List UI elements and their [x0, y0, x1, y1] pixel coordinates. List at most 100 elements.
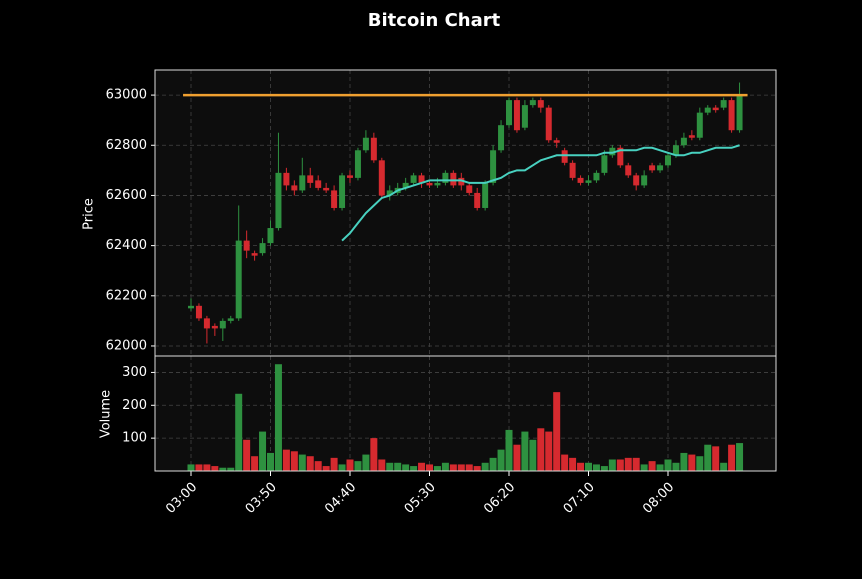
y-tick-label: 200: [122, 398, 147, 413]
volume-axis-label: Volume: [99, 390, 114, 438]
candle-body: [219, 320, 226, 329]
volume-bar: [402, 464, 410, 471]
volume-bar: [529, 439, 537, 471]
volume-bar: [386, 462, 394, 471]
volume-bar: [513, 444, 521, 471]
candle-body: [267, 228, 274, 244]
candle-body: [378, 160, 385, 196]
volume-bar: [457, 464, 465, 471]
candle-body: [442, 172, 449, 183]
candle-body: [370, 137, 377, 161]
volume-bar: [521, 431, 529, 471]
volume-bar: [481, 462, 489, 471]
volume-bar: [362, 454, 370, 471]
candle-body: [235, 240, 242, 319]
candle-body: [331, 190, 338, 208]
y-tick-label: 62600: [106, 188, 147, 203]
candle-body: [466, 185, 473, 193]
volume-bar: [465, 464, 473, 471]
candle-body: [283, 172, 290, 186]
candle-body: [513, 100, 520, 131]
candle-body: [601, 155, 608, 173]
candle-body: [402, 182, 409, 188]
candle-body: [323, 187, 330, 191]
volume-bar: [410, 466, 418, 471]
volume-bar: [441, 462, 449, 471]
volume-bar: [338, 464, 346, 471]
volume-bar: [664, 459, 672, 471]
candle-body: [315, 180, 322, 188]
volume-bar: [426, 464, 433, 471]
candle-body: [275, 172, 282, 229]
candle-body: [482, 182, 489, 208]
candle-body: [577, 177, 584, 183]
volume-bar: [680, 452, 688, 471]
volume-bar: [298, 454, 306, 471]
candle-body: [712, 107, 719, 111]
y-tick-label: 63000: [106, 88, 147, 103]
volume-bar: [378, 459, 386, 471]
volume-frame: [154, 355, 777, 472]
volume-bar: [497, 449, 505, 471]
candle-body: [243, 240, 250, 251]
candle-body: [609, 147, 616, 156]
volume-bar: [656, 464, 664, 471]
candle-body: [299, 175, 306, 191]
candle-body: [434, 182, 441, 186]
volume-bar: [640, 464, 648, 471]
volume-bar: [473, 466, 481, 471]
candle-body: [728, 100, 735, 131]
volume-bar: [720, 462, 728, 471]
volume-bar: [569, 457, 577, 471]
volume-bar: [489, 457, 497, 471]
volume-bar: [577, 462, 585, 471]
volume-bar: [354, 461, 362, 471]
volume-bar: [736, 443, 744, 471]
volume-bar: [545, 431, 553, 471]
volume-bar: [632, 457, 640, 471]
volume-bar: [187, 464, 195, 471]
price-panel: [155, 70, 776, 356]
volume-panel: [155, 356, 776, 471]
candle-body: [672, 145, 679, 156]
volume-bar: [282, 449, 290, 471]
candle-body: [736, 95, 743, 131]
candle-body: [529, 100, 536, 106]
volume-bar: [267, 452, 274, 471]
candle-body: [625, 165, 632, 176]
volume-bar: [704, 444, 712, 471]
candle-body: [418, 175, 425, 183]
candle-body: [617, 147, 624, 166]
candle-body: [649, 165, 656, 171]
volume-bar: [243, 439, 251, 471]
volume-bar: [394, 462, 402, 471]
candle-body: [251, 253, 258, 256]
volume-bar: [370, 438, 378, 471]
candle-body: [688, 135, 695, 138]
candle-body: [227, 318, 234, 321]
candle-body: [259, 243, 266, 254]
candle-body: [188, 305, 194, 309]
volume-bar: [219, 467, 227, 471]
candle-body: [665, 155, 671, 166]
volume-bar: [322, 466, 330, 471]
candle-body: [354, 150, 361, 178]
volume-bar: [251, 456, 259, 471]
candle-body: [307, 175, 314, 183]
y-tick-label: 62400: [106, 238, 147, 253]
volume-bar: [616, 459, 624, 471]
candle-body: [696, 112, 703, 138]
volume-bar: [585, 462, 592, 471]
volume-bar: [672, 462, 680, 471]
candle-body: [211, 325, 218, 329]
y-tick-label: 62200: [106, 288, 147, 303]
volume-bar: [195, 464, 203, 471]
volume-bar: [235, 393, 243, 471]
volume-bar: [211, 466, 219, 471]
y-tick-label: 62000: [106, 338, 147, 353]
volume-bar: [330, 457, 338, 471]
candle-body: [561, 150, 568, 163]
volume-bar: [600, 466, 608, 471]
candle-body: [521, 105, 528, 128]
